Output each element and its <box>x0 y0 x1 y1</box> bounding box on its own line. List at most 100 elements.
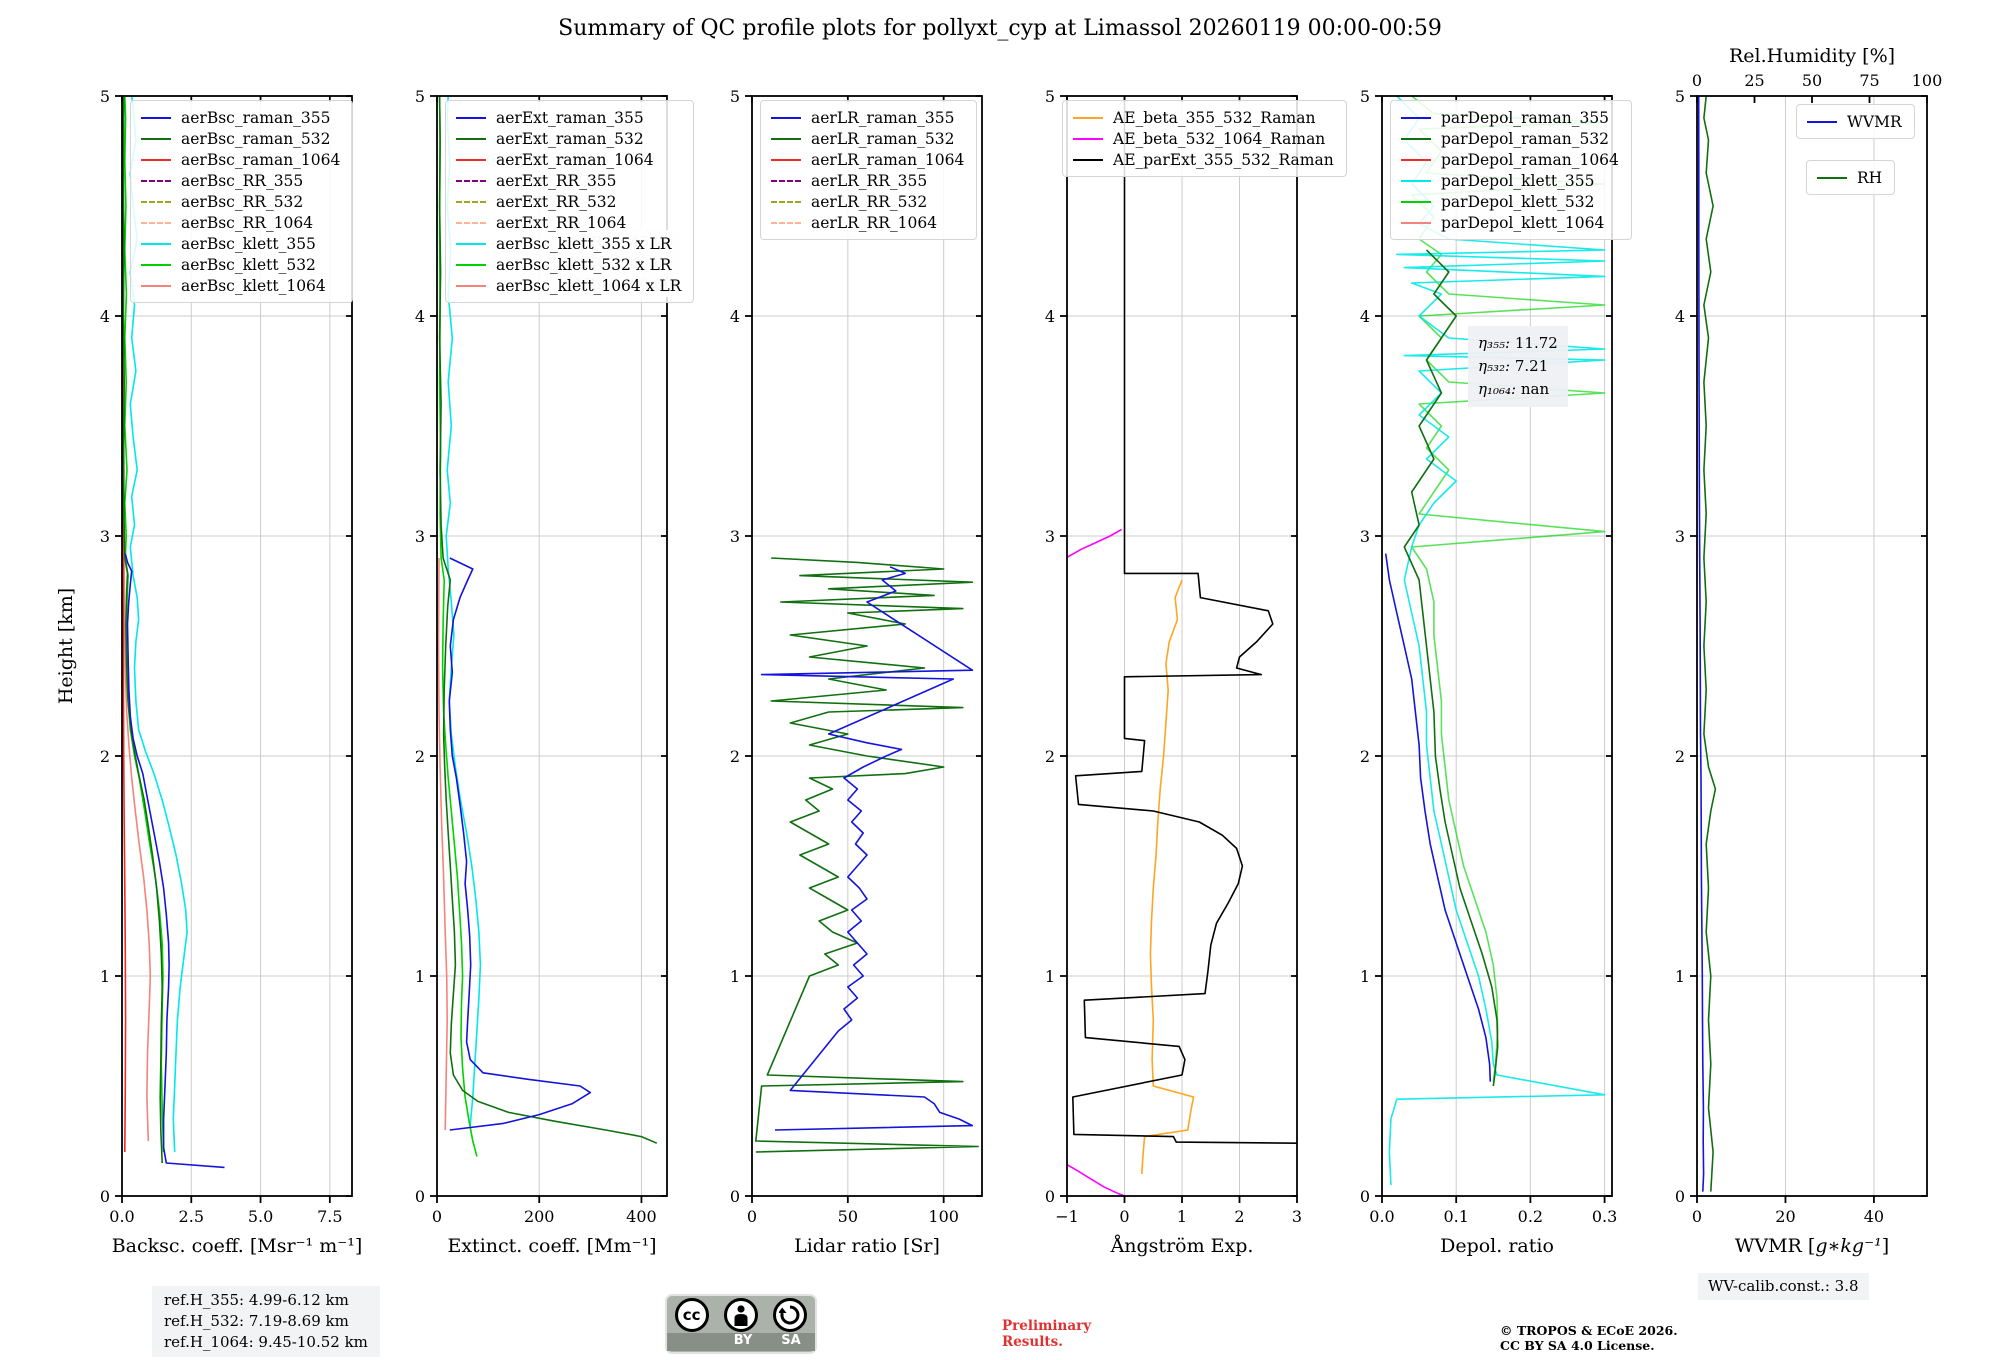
legend-label: aerBsc_RR_355 <box>181 171 304 190</box>
axes-spines <box>1381 95 1613 1197</box>
series-aerBsc_raman_355 <box>124 553 225 1169</box>
y-tick-label: 3 <box>1675 527 1685 546</box>
legend-label: parDepol_raman_355 <box>1441 108 1610 127</box>
x-axis-label: Ångström Exp. <box>1110 1235 1254 1257</box>
legend-line-sample <box>1401 221 1431 224</box>
series-AE_beta_355_532_Raman <box>1141 579 1195 1175</box>
legend-label: aerLR_raman_1064 <box>811 150 965 169</box>
x-axis-label: WVMR [g∗kg⁻¹] <box>1735 1235 1889 1257</box>
legend-item: aerExt_raman_1064 <box>456 149 681 170</box>
legend-label: aerBsc_klett_532 <box>181 255 316 274</box>
cc-icons-row: cc <box>667 1298 815 1332</box>
legend-item: aerLR_raman_532 <box>771 128 964 149</box>
legend-label: parDepol_klett_1064 <box>1441 213 1605 232</box>
series-AE_parExt_355_532_Raman <box>1072 96 1297 1144</box>
x-tick-label: 0.2 <box>1518 1207 1543 1226</box>
legend-item: aerLR_RR_1064 <box>771 212 964 233</box>
legend-line-sample <box>141 263 171 266</box>
legend-item: aerLR_raman_1064 <box>771 149 964 170</box>
panel-4: 0.0 0.1 0.2 0.3 0 1 2 3 4 5 Depol. ratio <box>1360 87 1617 1257</box>
y-tick-label: 0 <box>100 1187 110 1206</box>
legend-item: aerBsc_klett_532 <box>141 254 340 275</box>
legend-item: parDepol_klett_355 <box>1401 170 1619 191</box>
x-tick-label: 1 <box>1177 1207 1187 1226</box>
legend-item: aerBsc_RR_1064 <box>141 212 340 233</box>
x-axis-label: Backsc. coeff. [Msr⁻¹ m⁻¹] <box>112 1235 363 1257</box>
x-axis-label: Depol. ratio <box>1440 1235 1554 1257</box>
legend-line-sample <box>456 221 486 224</box>
person-icon <box>723 1298 758 1332</box>
legend-line-sample <box>771 200 801 203</box>
legend-label: AE_beta_532_1064_Raman <box>1113 129 1326 148</box>
legend-label: WVMR <box>1847 112 1902 131</box>
series-aerBsc_klett_1064 <box>123 557 152 1142</box>
legend-item: aerBsc_RR_355 <box>141 170 340 191</box>
legend-label: aerLR_raman_355 <box>811 108 955 127</box>
axes-spines <box>436 95 668 1197</box>
wv-calibration-annotation: WV-calib.const.: 3.8 <box>1698 1273 1869 1300</box>
legend-item: AE_parExt_355_532_Raman <box>1073 149 1334 170</box>
legend-item: aerExt_RR_1064 <box>456 212 681 233</box>
legend-line-sample <box>456 137 486 140</box>
legend-label: parDepol_klett_532 <box>1441 192 1595 211</box>
y-tick-label: 5 <box>1675 87 1685 106</box>
series-aerLR_raman_355 <box>760 566 974 1131</box>
cc-sa-label: SA <box>781 1333 801 1348</box>
legend-backscatter: aerBsc_raman_355 aerBsc_raman_532 aerBsc_r… <box>130 100 354 303</box>
legend-label: aerBsc_raman_1064 <box>181 150 341 169</box>
series-aerBsc_raman_532 <box>122 96 163 1164</box>
legend-line-sample <box>456 242 486 245</box>
cc-license-badge: cc BY SA <box>665 1294 817 1354</box>
y-tick-label: 4 <box>1045 307 1055 326</box>
legend-item: aerBsc_klett_1064 <box>141 275 340 296</box>
eta-355: η₃₅₅: 11.72 <box>1478 334 1558 352</box>
legend-item: parDepol_raman_355 <box>1401 107 1619 128</box>
y-tick-label: 3 <box>730 527 740 546</box>
x-tick-label: 2.5 <box>179 1207 204 1226</box>
legend-item: aerBsc_raman_1064 <box>141 149 340 170</box>
legend-item: parDepol_klett_1064 <box>1401 212 1619 233</box>
y-tick-label: 3 <box>100 527 110 546</box>
y-tick-label: 0 <box>730 1187 740 1206</box>
legend-label: parDepol_klett_355 <box>1441 171 1595 190</box>
legend-item: aerBsc_raman_532 <box>141 128 340 149</box>
top-axis-label: Rel.Humidity [%] <box>1729 45 1895 67</box>
series-AE_beta_532_1064_Raman_lower <box>1067 1163 1125 1196</box>
cc-attribution-labels: BY SA <box>667 1333 815 1351</box>
legend-item: RH <box>1817 167 1882 188</box>
legend-label: aerBsc_raman_532 <box>181 129 331 148</box>
legend-item: aerBsc_klett_1064 x LR <box>456 275 681 296</box>
legend-label: aerBsc_raman_355 <box>181 108 331 127</box>
legend-line-sample <box>141 137 171 140</box>
cc-icon: cc <box>674 1298 709 1332</box>
legend-line-sample <box>141 116 171 119</box>
y-tick-label: 1 <box>730 967 740 986</box>
y-tick-label: 2 <box>1360 747 1370 766</box>
legend-line-sample <box>1401 158 1431 161</box>
x-tick-label: 0 <box>432 1207 442 1226</box>
preliminary-results-notice: Preliminary Results. <box>1002 1318 1092 1350</box>
panel-0: 0.0 2.5 5.0 7.5 0 1 2 3 4 5 Backsc. coeff. [Msr⁻¹ … <box>100 87 362 1257</box>
legend-item: parDepol_raman_532 <box>1401 128 1619 149</box>
legend-item: aerLR_raman_355 <box>771 107 964 128</box>
legend-label: parDepol_raman_1064 <box>1441 150 1619 169</box>
x-tick-label: 40 <box>1864 1207 1884 1226</box>
legend-label: aerLR_RR_1064 <box>811 213 938 232</box>
x-tick-label: 400 <box>626 1207 657 1226</box>
ref-h-1064: ref.H_1064: 9.45-10.52 km <box>164 1333 368 1351</box>
y-tick-label: 4 <box>1675 307 1685 326</box>
legend-label: aerBsc_klett_355 <box>181 234 316 253</box>
x-tick-label: 0 <box>1119 1207 1129 1226</box>
reference-height-annotation: ref.H_355: 4.99-6.12 km ref.H_532: 7.19-… <box>152 1286 380 1357</box>
series-aerExt_raman_355 <box>448 557 592 1131</box>
y-tick-label: 1 <box>100 967 110 986</box>
legend-line-sample <box>1073 137 1103 140</box>
legend-label: AE_beta_355_532_Raman <box>1113 108 1316 127</box>
y-tick-label: 1 <box>1045 967 1055 986</box>
legend-line-sample <box>1401 200 1431 203</box>
legend-item: aerBsc_klett_355 x LR <box>456 233 681 254</box>
legend-line-sample <box>1401 137 1431 140</box>
top-tick-label: 75 <box>1859 71 1879 90</box>
legend-label: aerExt_raman_532 <box>496 129 644 148</box>
